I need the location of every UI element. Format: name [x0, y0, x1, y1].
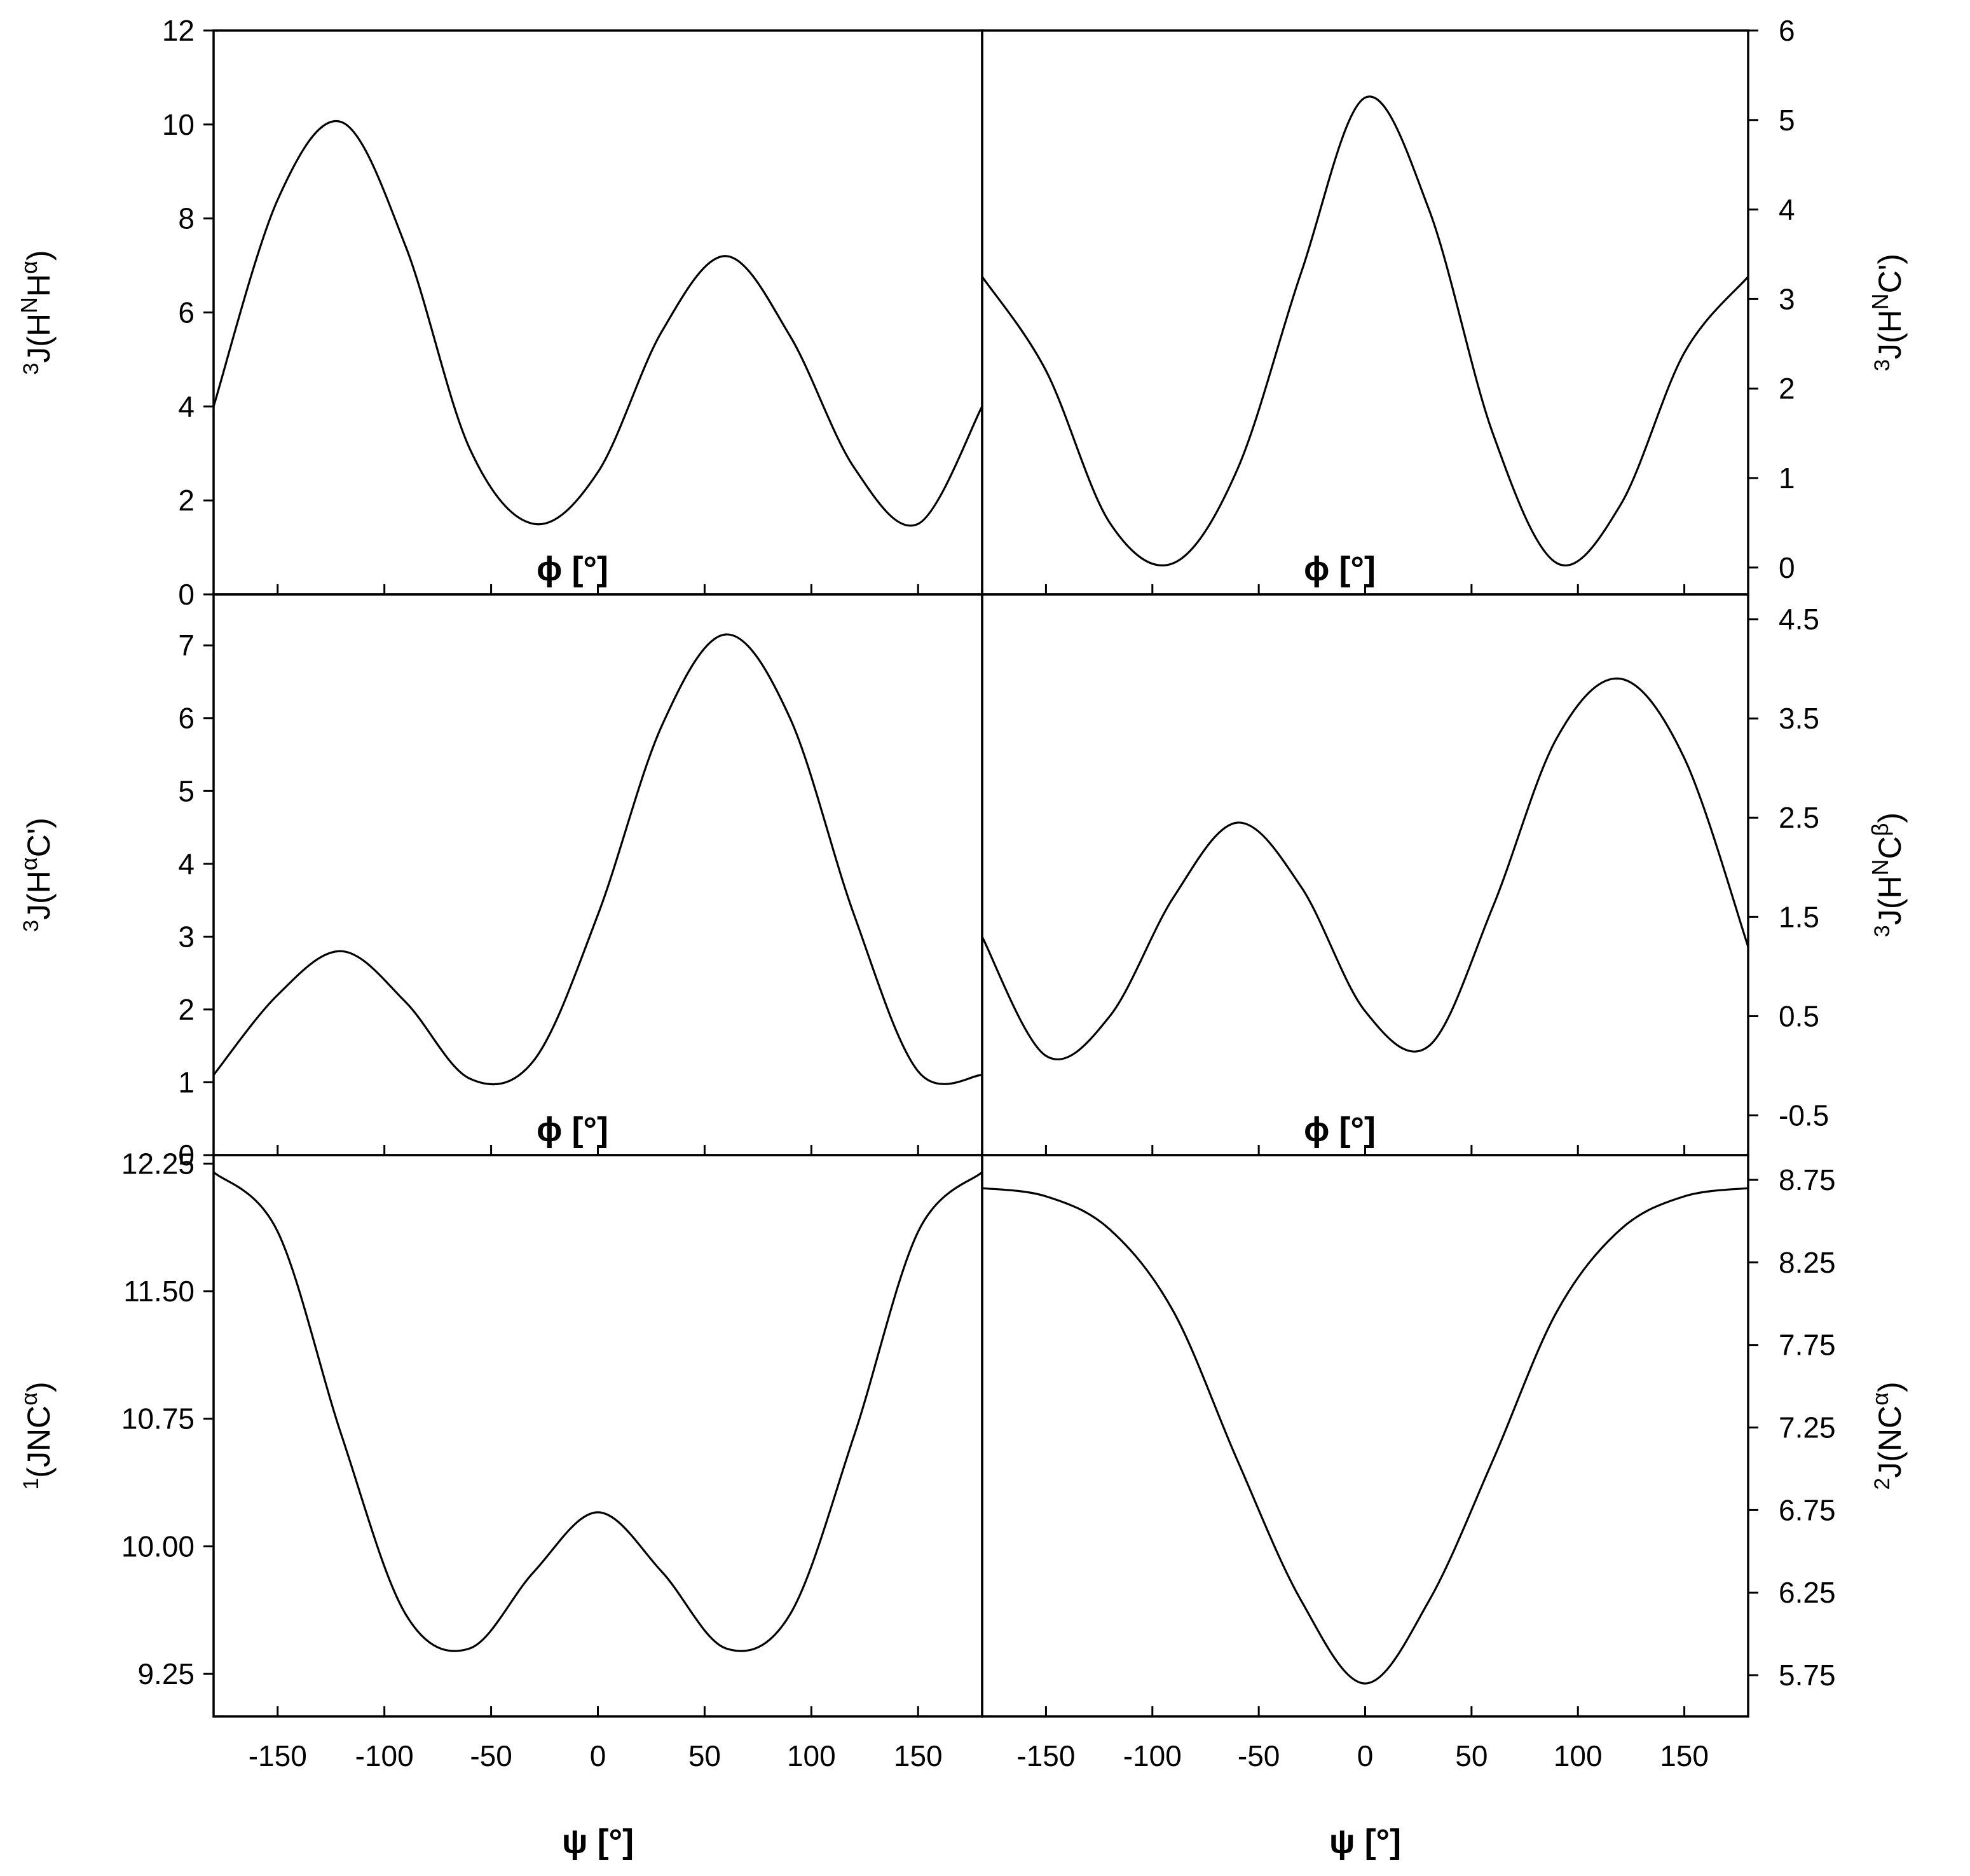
y-tick-label: 6.75	[1779, 1493, 1836, 1526]
y-tick-label: 8.75	[1779, 1163, 1836, 1196]
y-tick-label: 12	[162, 14, 195, 47]
y-tick-label: 7	[178, 629, 195, 662]
y-axis-label: 1(JNCα)	[16, 1381, 57, 1489]
y-tick-label: 12.25	[121, 1147, 195, 1180]
panel-top-left: 0 2 4 6 8 10 12 ϕ [°] 3J(HNHα)	[16, 14, 983, 611]
panel-frame	[212, 593, 983, 1156]
x-axis-label: ϕ [°]	[1304, 1111, 1376, 1149]
data-line	[212, 633, 983, 1086]
panel-bottom-right: 5.75 6.25 6.75 7.25 7.75 8.25 8.75 -150 -100 -50 0…	[981, 1154, 1908, 1861]
panel-frame	[212, 1154, 983, 1718]
y-tick-label: 2	[178, 993, 195, 1026]
y-tick-label: 1.5	[1779, 900, 1819, 933]
y-tick-label: 2	[178, 484, 195, 517]
y-tick-label: 2.5	[1779, 801, 1819, 834]
y-tick-label: 0	[178, 1139, 195, 1172]
y-tick-label: 3	[1779, 282, 1795, 315]
data-line	[212, 120, 983, 527]
y-tick-label: 3	[178, 920, 195, 953]
x-tick-label: -100	[1123, 1739, 1182, 1772]
y-tick-label: 10	[162, 108, 195, 141]
y-tick-label: 6	[1779, 14, 1795, 47]
y-tick-label: 4	[178, 847, 195, 880]
y-tick-label: 8	[178, 202, 195, 235]
y-tick-label: 10.00	[121, 1530, 195, 1563]
y-tick-label: 10.75	[121, 1402, 195, 1435]
panel-frame	[981, 1154, 1749, 1718]
y-tick-label: -0.5	[1779, 1099, 1829, 1132]
x-tick-label: 150	[894, 1739, 943, 1772]
y-tick-label: 0	[178, 578, 195, 611]
panel-frame	[212, 29, 983, 596]
y-axis-label: 3J(HαC')	[16, 818, 57, 932]
panel-middle-right: -0.5 0.5 1.5 2.5 3.5 4.5 ϕ [°] 3J(HNCβ)	[981, 593, 1908, 1156]
data-line	[982, 1187, 1749, 1685]
panel-middle-left: 0 1 2 3 4 5 6 7 ϕ [°] 3J(HαC')	[16, 593, 983, 1172]
y-axis-label: 3J(HNCβ)	[1867, 812, 1908, 937]
y-tick-label: 6	[178, 296, 195, 329]
panel-frame	[981, 29, 1749, 596]
panel-top-right: 0 1 2 3 4 5 6 ϕ [°] 3J(HNC')	[981, 14, 1908, 596]
x-axis-label: ϕ [°]	[537, 550, 608, 588]
y-tick-label: 4	[178, 390, 195, 423]
x-tick-label: -150	[249, 1739, 307, 1772]
y-tick-label: 7.75	[1779, 1329, 1836, 1362]
x-tick-label: 50	[1455, 1739, 1488, 1772]
x-axis-label: ψ [°]	[1329, 1823, 1401, 1861]
y-tick-label: 6.25	[1779, 1576, 1836, 1609]
x-axis-label: ψ [°]	[562, 1823, 634, 1861]
y-tick-label: 9.25	[137, 1657, 195, 1690]
x-tick-label: 0	[590, 1739, 606, 1772]
y-tick-label: 3.5	[1779, 702, 1819, 735]
panel-bottom-left: 9.25 10.00 10.75 11.50 12.25 -150 -100 -50 0 50 10…	[16, 1147, 983, 1861]
x-tick-label: 100	[787, 1739, 836, 1772]
x-tick-label: 0	[1357, 1739, 1374, 1772]
y-tick-label: 0	[1779, 551, 1795, 584]
x-axis-label: ϕ [°]	[537, 1111, 608, 1149]
x-tick-label: -50	[470, 1739, 512, 1772]
y-tick-label: 5	[178, 774, 195, 807]
y-tick-label: 5	[1779, 104, 1795, 137]
y-tick-label: 0.5	[1779, 999, 1819, 1032]
x-tick-label: -50	[1238, 1739, 1280, 1772]
panel-frame	[981, 593, 1749, 1156]
y-tick-label: 7.25	[1779, 1411, 1836, 1444]
y-axis-label: 3J(HNC')	[1867, 254, 1908, 371]
y-tick-label: 8.25	[1779, 1246, 1836, 1279]
data-line	[981, 95, 1749, 567]
x-tick-label: 100	[1554, 1739, 1603, 1772]
x-axis-label: ϕ [°]	[1304, 550, 1376, 588]
y-tick-label: 4.5	[1779, 603, 1819, 636]
y-tick-label: 1	[1779, 462, 1795, 495]
y-axis-label: 3J(HNHα)	[16, 250, 57, 374]
data-line	[981, 677, 1749, 1060]
y-tick-label: 4	[1779, 193, 1795, 226]
data-line	[212, 1171, 983, 1652]
y-tick-label: 6	[178, 702, 195, 735]
x-tick-label: -100	[355, 1739, 414, 1772]
y-tick-label: 1	[178, 1065, 195, 1099]
y-tick-label: 2	[1779, 372, 1795, 405]
x-tick-label: 150	[1660, 1739, 1709, 1772]
y-axis-label: 2J(NCα)	[1867, 1381, 1908, 1489]
y-tick-label: 11.50	[123, 1275, 195, 1308]
x-tick-label: -150	[1016, 1739, 1075, 1772]
y-tick-label: 5.75	[1779, 1659, 1836, 1692]
x-tick-label: 50	[688, 1739, 721, 1772]
